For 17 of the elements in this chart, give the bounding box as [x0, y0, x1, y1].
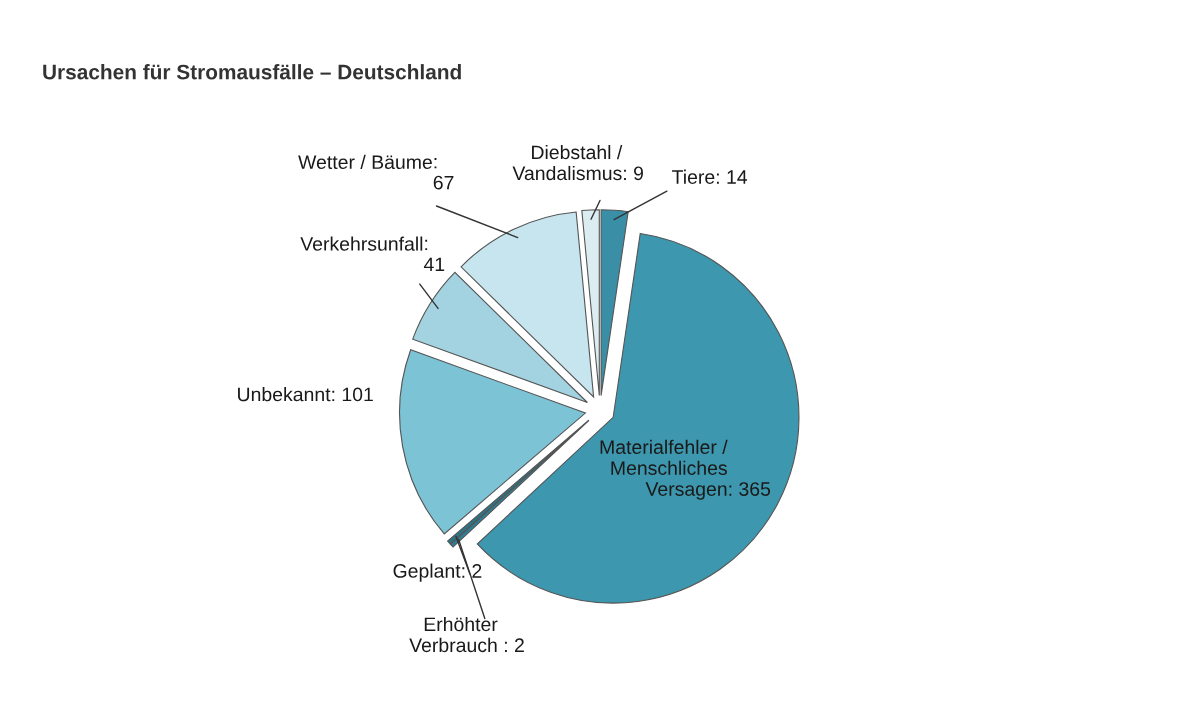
data-label: : 2	[462, 564, 482, 578]
slice-label: Geplant	[393, 563, 461, 582]
slice-label: Erhöhter Verbrauch	[409, 616, 498, 653]
data-label: : 14	[716, 170, 748, 184]
slice-label: Tiere	[672, 169, 715, 184]
data-label: : 67	[433, 158, 454, 190]
slice-label: Unbekannt	[238, 387, 331, 402]
data-label: : 9	[624, 166, 643, 181]
slice-label: Verkehrsunfall	[300, 236, 423, 251]
slice-label: Diebstahl / Vandalismus	[512, 144, 623, 181]
slice-label: Materialfehler / Menschliches Versagen	[600, 439, 728, 500]
data-label: : 41	[423, 239, 445, 272]
data-label: : 365	[729, 482, 771, 496]
slice-label: Wetter / Bäume	[298, 154, 432, 170]
data-label: : 101	[332, 387, 373, 402]
chart-title: Ursachen für Stromausfälle – Deutschland	[43, 64, 461, 80]
data-label: : 2	[504, 638, 524, 652]
